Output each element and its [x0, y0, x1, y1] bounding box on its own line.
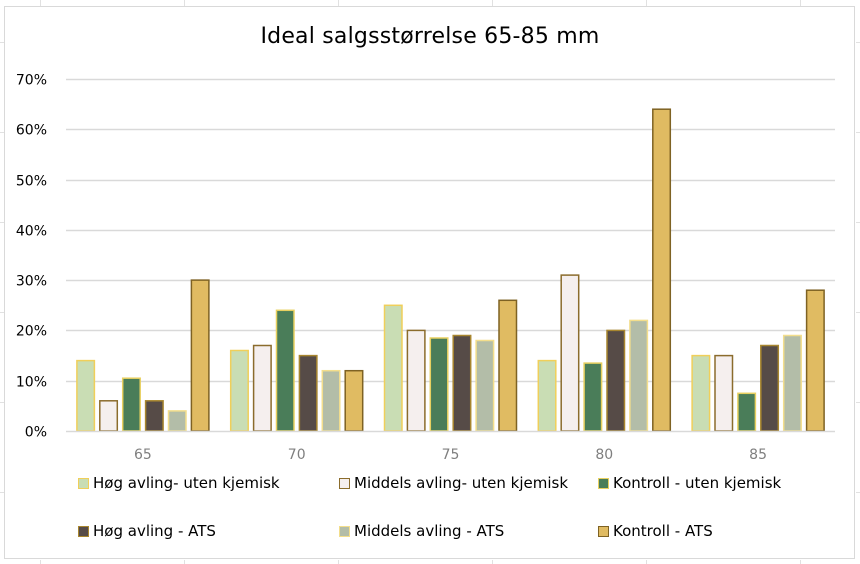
bar[interactable]: [252, 344, 272, 432]
legend-swatch: [598, 477, 609, 489]
legend-label: Kontroll - uten kjemisk: [613, 474, 782, 492]
y-axis-ticks: 0% 10% 20% 30% 40% 50% 60% 70%: [16, 73, 47, 441]
bar[interactable]: [383, 304, 403, 432]
legend-swatch: [339, 525, 350, 537]
bar[interactable]: [344, 369, 364, 432]
bar[interactable]: [560, 274, 580, 432]
legend-item[interactable]: Høg avling- uten kjemisk: [78, 474, 280, 492]
x-tick-label: 75: [442, 447, 460, 463]
legend-swatch: [598, 525, 609, 537]
legend-swatch: [78, 477, 89, 489]
x-tick-label: 80: [595, 447, 613, 463]
legend-item[interactable]: Høg avling - ATS: [78, 522, 216, 540]
bar[interactable]: [190, 279, 210, 432]
bar[interactable]: [691, 354, 711, 432]
bar[interactable]: [606, 329, 626, 432]
gridlines: [66, 78, 835, 383]
legend-label: Kontroll - ATS: [613, 522, 713, 540]
bar[interactable]: [144, 400, 164, 432]
y-tick-label: 0%: [25, 425, 47, 441]
bar[interactable]: [275, 309, 295, 432]
bar[interactable]: [298, 354, 318, 432]
legend-item[interactable]: Kontroll - ATS: [598, 522, 713, 540]
bar[interactable]: [629, 319, 649, 432]
y-tick-label: 20%: [16, 324, 47, 340]
bar[interactable]: [737, 392, 757, 432]
chart-area[interactable]: [4, 6, 855, 559]
legend-swatch: [78, 525, 89, 537]
bars: [76, 108, 825, 432]
y-tick-label: 60%: [16, 123, 47, 139]
chart-title: Ideal salgsstørrelse 65-85 mm: [260, 24, 600, 49]
y-tick-label: 40%: [16, 224, 47, 240]
y-tick-label: 50%: [16, 174, 47, 190]
x-tick-label: 70: [288, 447, 306, 463]
bar[interactable]: [583, 362, 603, 432]
bar[interactable]: [714, 354, 734, 432]
legend-label: Middels avling- uten kjemisk: [354, 474, 568, 492]
y-tick-label: 30%: [16, 274, 47, 290]
x-axis-ticks: 65 70 75 80 85: [134, 447, 767, 463]
y-tick-label: 70%: [16, 73, 47, 89]
legend-label: Høg avling- uten kjemisk: [93, 474, 280, 492]
legend-label: Middels avling - ATS: [354, 522, 505, 540]
y-tick-label: 10%: [16, 375, 47, 391]
x-tick-label: 65: [134, 447, 152, 463]
bar[interactable]: [652, 108, 672, 432]
bar[interactable]: [429, 337, 449, 432]
legend-label: Høg avling - ATS: [93, 522, 216, 540]
legend-item[interactable]: Kontroll - uten kjemisk: [598, 474, 781, 492]
bar[interactable]: [475, 339, 495, 432]
legend-swatch: [339, 477, 350, 489]
bar[interactable]: [99, 400, 119, 432]
x-tick-label: 85: [749, 447, 767, 463]
bar[interactable]: [321, 369, 341, 432]
legend-item[interactable]: Middels avling - ATS: [339, 522, 504, 540]
bar[interactable]: [498, 299, 518, 432]
bar[interactable]: [229, 349, 249, 432]
bar[interactable]: [537, 359, 557, 432]
bar[interactable]: [76, 359, 96, 432]
bar[interactable]: [452, 334, 472, 432]
bar[interactable]: [406, 329, 426, 432]
bar[interactable]: [121, 377, 141, 432]
bar[interactable]: [782, 334, 802, 432]
bar[interactable]: [805, 289, 825, 432]
bar[interactable]: [167, 410, 187, 432]
legend-item[interactable]: Middels avling- uten kjemisk: [339, 474, 568, 492]
bar[interactable]: [760, 344, 780, 432]
